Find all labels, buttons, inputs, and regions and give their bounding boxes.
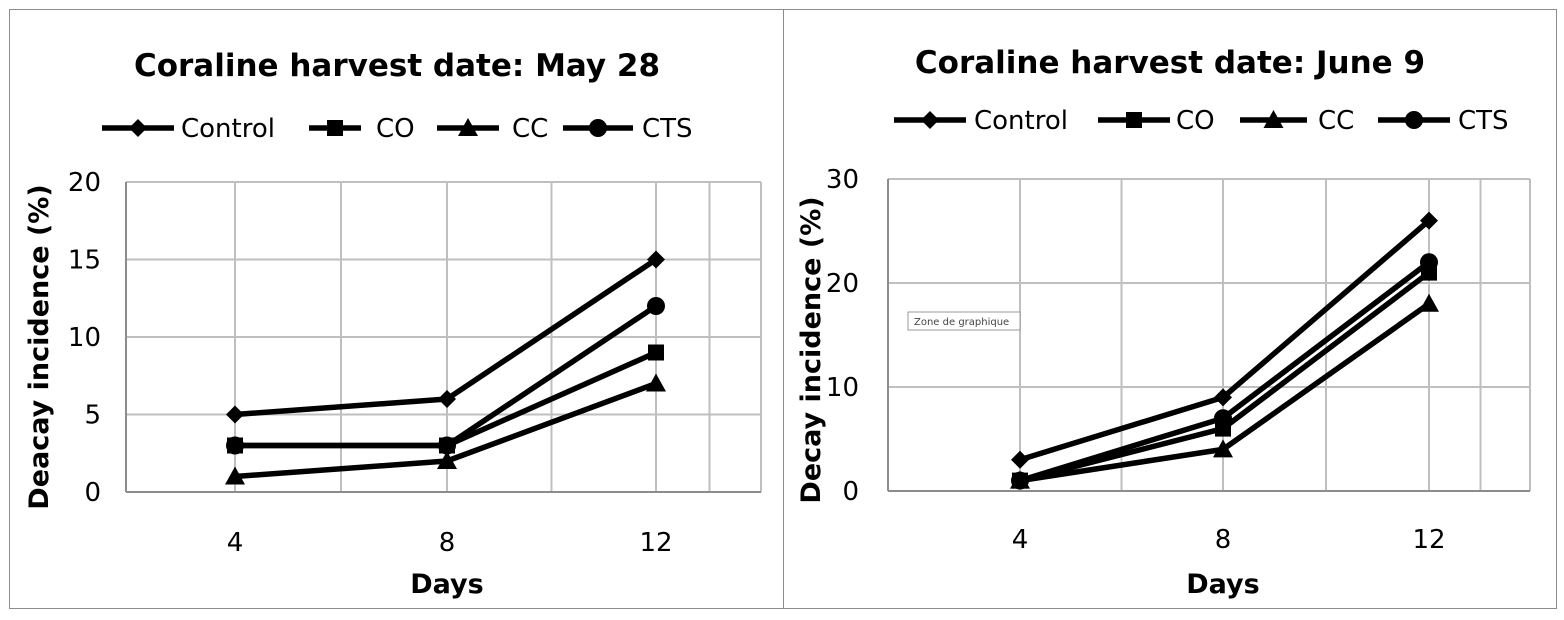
- x-tick-labels: 4 8 12: [1012, 525, 1446, 555]
- data-point-cc: [1419, 293, 1439, 312]
- legend-label-cts: CTS: [642, 114, 693, 144]
- y-tick-label: 10: [68, 323, 101, 353]
- y-tick-label: 15: [68, 246, 101, 276]
- data-point-cts: [1011, 471, 1029, 490]
- chart-title: Coraline harvest date: May 28: [134, 48, 660, 84]
- chart-panel-june-9[interactable]: Coraline harvest date: June 9 Control CO C…: [783, 9, 1557, 609]
- series-line-cts: [235, 303, 658, 449]
- y-axis-title: Decay incidence (%): [796, 196, 827, 503]
- x-tick-label: 4: [1012, 525, 1029, 555]
- data-point-cc: [646, 373, 666, 392]
- legend-label-cc: CC: [1318, 106, 1354, 136]
- y-tick-label: 0: [842, 477, 859, 507]
- data-point-cts: [1420, 253, 1438, 272]
- plot-series: [225, 250, 666, 485]
- x-tick-label: 4: [227, 528, 244, 558]
- data-point-control: [226, 405, 244, 424]
- chart-title: Coraline harvest date: June 9: [915, 45, 1425, 81]
- data-point-control: [1420, 211, 1438, 230]
- legend-marker-cc: [458, 118, 478, 136]
- data-point-control: [1011, 450, 1029, 469]
- chart-svg-june-9: Coraline harvest date: June 9 Control CO C…: [796, 45, 1531, 600]
- y-tick-label: 30: [826, 165, 859, 195]
- data-point-cc: [437, 451, 457, 469]
- legend-marker-co: [327, 120, 343, 136]
- data-point-co: [648, 344, 664, 361]
- plot-series: [1010, 211, 1439, 490]
- chart-panel-may-28[interactable]: Coraline harvest date: May 28 Control CO C…: [9, 9, 785, 609]
- legend-label-co: CO: [1176, 106, 1215, 136]
- x-tick-label: 8: [1215, 525, 1232, 555]
- y-tick-label: 10: [826, 373, 859, 403]
- x-axis-title: Days: [1186, 569, 1259, 600]
- chart-area-tooltip: Zone de graphique: [907, 311, 1021, 331]
- tooltip-box: [907, 311, 1021, 331]
- y-tick-label: 5: [84, 401, 101, 431]
- data-point-cts: [1214, 409, 1232, 428]
- x-tick-label: 8: [439, 528, 456, 558]
- x-axis-title: Days: [410, 569, 483, 600]
- y-axis-title: Deacay incidence (%): [24, 184, 55, 509]
- plot-grid: [887, 178, 1531, 492]
- legend-marker-co: [1126, 112, 1142, 128]
- data-point-cc: [1213, 439, 1233, 458]
- x-tick-label: 12: [1412, 525, 1445, 555]
- y-tick-label: 0: [84, 478, 101, 508]
- data-point-cts: [647, 297, 665, 315]
- y-tick-labels: 0 5 10 15 20: [68, 168, 101, 508]
- data-point-cts: [438, 436, 456, 455]
- legend-label-cts: CTS: [1458, 106, 1509, 136]
- data-point-control: [438, 390, 456, 408]
- tooltip-text: Zone de graphique: [914, 317, 1009, 328]
- data-point-cts: [226, 436, 244, 455]
- data-point-control: [647, 250, 665, 269]
- legend-marker-cc: [1263, 110, 1284, 128]
- y-tick-label: 20: [68, 168, 101, 198]
- legend-label-co: CO: [376, 114, 415, 144]
- legend: Control CO CC CTS: [102, 114, 693, 144]
- legend-marker-cts: [589, 119, 607, 137]
- y-tick-label: 20: [826, 269, 859, 299]
- data-point-cc: [225, 466, 245, 485]
- data-point-control: [1214, 388, 1232, 407]
- chart-svg-may-28: Coraline harvest date: May 28 Control CO C…: [24, 48, 762, 600]
- legend-label-control: Control: [181, 114, 275, 144]
- y-tick-labels: 0 10 20 30: [826, 165, 859, 507]
- legend-label-control: Control: [974, 106, 1068, 136]
- legend-marker-control: [129, 119, 147, 137]
- legend-label-cc: CC: [512, 114, 548, 144]
- x-tick-label: 12: [639, 528, 672, 558]
- legend-marker-control: [921, 111, 939, 129]
- legend: Control CO CC CTS: [894, 106, 1509, 136]
- x-tick-labels: 4 8 12: [227, 528, 673, 558]
- legend-marker-cts: [1405, 111, 1423, 129]
